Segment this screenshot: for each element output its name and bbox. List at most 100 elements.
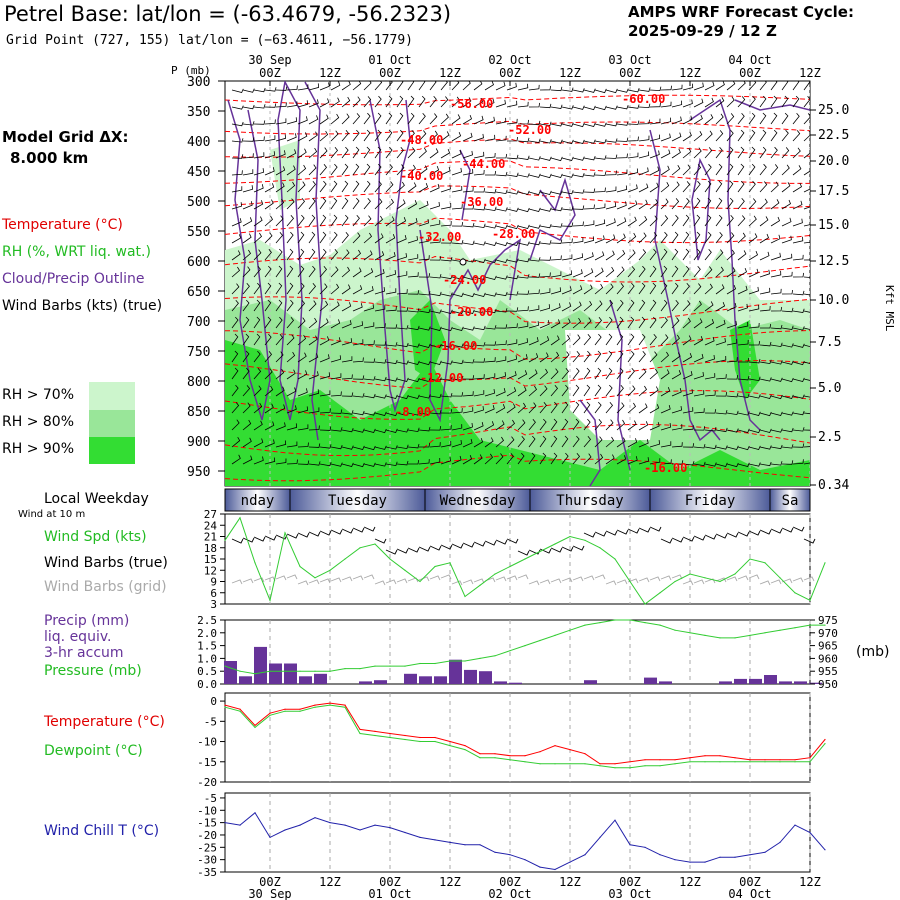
wind-barb bbox=[451, 376, 464, 381]
height-tick-label: 22.5 bbox=[818, 128, 849, 143]
wind-barb bbox=[462, 455, 473, 465]
wind-barb-true bbox=[429, 545, 442, 551]
wind-barb bbox=[484, 81, 494, 91]
wind-speed-line-point bbox=[269, 599, 271, 601]
wind-barb bbox=[264, 299, 272, 312]
wind-barb bbox=[264, 421, 275, 431]
wind-barb bbox=[330, 214, 338, 227]
wind-barb bbox=[407, 235, 418, 244]
wind-barb bbox=[638, 385, 648, 397]
wind-speed-line-point bbox=[524, 558, 526, 560]
pressure-unit-label: (mb) bbox=[856, 644, 890, 660]
precip-bar bbox=[359, 681, 372, 684]
time-tick-label-bottom: 00Z bbox=[499, 875, 521, 889]
wind-barb-grid bbox=[737, 575, 749, 581]
pressure-line-point bbox=[224, 665, 226, 667]
wind-barb bbox=[407, 95, 415, 108]
wind-barb bbox=[418, 426, 431, 432]
wind-barb bbox=[693, 283, 702, 295]
wind-barb bbox=[242, 437, 252, 448]
wind-barb bbox=[352, 339, 364, 346]
pressure-line-point bbox=[644, 622, 646, 624]
wind-barb bbox=[539, 139, 552, 144]
wind-barb bbox=[506, 307, 519, 312]
wind-barb-grid bbox=[528, 580, 540, 586]
wind-barb bbox=[792, 112, 800, 125]
wind-chill-line-point bbox=[539, 866, 541, 868]
wind-barb bbox=[572, 172, 585, 178]
wind-barb bbox=[539, 121, 552, 126]
wind-barb bbox=[539, 207, 552, 212]
dewpoint-line-point bbox=[674, 763, 676, 765]
dewpoint-line-point bbox=[569, 763, 571, 765]
wind-barb bbox=[550, 173, 563, 178]
wind-barb bbox=[550, 351, 560, 363]
wind-barb bbox=[396, 411, 409, 416]
wind-barb bbox=[473, 406, 484, 414]
wind-barb bbox=[429, 326, 442, 331]
wind-barb bbox=[759, 216, 769, 227]
wind-barb bbox=[759, 445, 772, 450]
wind-barb bbox=[308, 335, 318, 346]
wind-barb bbox=[572, 351, 581, 363]
wind-barb-grid bbox=[682, 580, 694, 586]
wind-barb-true bbox=[407, 547, 420, 553]
wind-barb bbox=[781, 217, 792, 227]
temperature-line-point bbox=[419, 736, 421, 739]
wind-barb bbox=[638, 183, 649, 193]
wind-barb bbox=[253, 104, 266, 109]
wind-barb bbox=[572, 435, 580, 448]
wind-barb bbox=[407, 411, 420, 416]
rh-70-swatch bbox=[89, 382, 135, 410]
wind-barb bbox=[583, 172, 596, 177]
wind-barb bbox=[286, 423, 298, 431]
temperature-line-point bbox=[374, 730, 376, 733]
pressure-line-point bbox=[674, 629, 676, 631]
wind-barb bbox=[704, 147, 713, 159]
wind-barb bbox=[484, 437, 494, 448]
wind-barb bbox=[781, 343, 794, 348]
temperature-line-point bbox=[434, 736, 436, 739]
wind-barb bbox=[451, 275, 464, 280]
wind-barb bbox=[429, 343, 442, 349]
wind-barb bbox=[484, 421, 495, 431]
wind-barb bbox=[264, 385, 274, 397]
wind-barb bbox=[352, 96, 361, 108]
temperature-line-point bbox=[569, 749, 571, 751]
wind-barb bbox=[572, 122, 585, 128]
wind-barb bbox=[561, 206, 574, 211]
wind-barb bbox=[319, 147, 328, 159]
wind-barb bbox=[605, 300, 614, 312]
wind-barb bbox=[286, 165, 296, 176]
wind-barb bbox=[396, 147, 404, 159]
wind-barb bbox=[506, 387, 517, 397]
wind-barb bbox=[264, 368, 273, 380]
wind-barb-true bbox=[550, 547, 563, 553]
temperature-line-point bbox=[644, 759, 646, 761]
wind-barb bbox=[528, 190, 541, 196]
wind-chill-line-point bbox=[419, 836, 421, 839]
wind-barb bbox=[231, 186, 243, 193]
wind-barb bbox=[407, 218, 418, 227]
wind-barb bbox=[539, 304, 551, 312]
wind-barb bbox=[418, 459, 430, 465]
wind-barb bbox=[264, 403, 274, 414]
wind-barb bbox=[561, 302, 572, 312]
wind-barb bbox=[495, 453, 504, 465]
wind-barb bbox=[660, 231, 668, 244]
height-tick-label: 17.5 bbox=[818, 184, 849, 199]
temperature-contour-label: -8.00 bbox=[395, 405, 431, 419]
wind-barb bbox=[352, 285, 363, 295]
time-tick-label-top: 12Z bbox=[799, 66, 821, 80]
pressure-line-point bbox=[254, 673, 256, 675]
wind-barb bbox=[660, 101, 672, 108]
pressure-tick-label: 500 bbox=[187, 195, 210, 210]
wind-barb bbox=[616, 185, 628, 193]
y-tick-label: 0.5 bbox=[197, 665, 217, 678]
wind-barb bbox=[759, 112, 767, 125]
wind-barb bbox=[440, 274, 453, 280]
temperature-line-point bbox=[314, 704, 316, 706]
wind-barb bbox=[308, 115, 319, 125]
precip-bar bbox=[794, 681, 807, 684]
